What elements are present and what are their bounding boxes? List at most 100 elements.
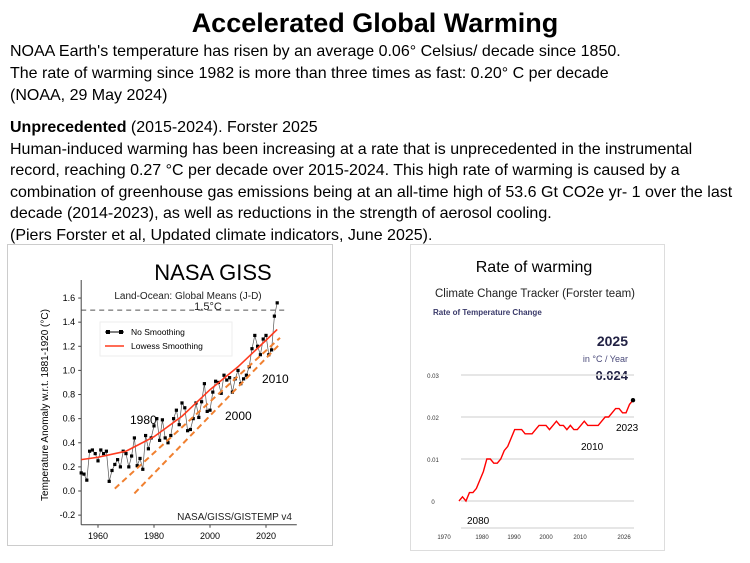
data-point (135, 464, 139, 468)
data-point (186, 429, 190, 433)
reference-label: 1.5°C (194, 301, 222, 313)
data-point (116, 458, 120, 462)
chart-title: NASA GISS (154, 260, 271, 285)
data-point (205, 409, 209, 414)
data-point (127, 465, 131, 469)
legend-marker (119, 330, 123, 334)
x-tick-label: 1960 (88, 531, 108, 541)
annotation-2080: 2080 (467, 516, 490, 527)
plot-area: 0 0.01 0.02 0.03 1970 1980 1990 2000 2010 2026 (427, 374, 636, 541)
data-point (261, 337, 265, 341)
y-tick-label: 0.2 (63, 462, 76, 472)
rate-of-warming-panel: Rate of warming Climate Change Tracker (… (410, 244, 665, 551)
data-point (130, 454, 134, 458)
data-point (107, 479, 111, 483)
annotation-2010: 2010 (262, 372, 289, 386)
data-point (169, 433, 173, 438)
data-point (138, 456, 142, 461)
legend-box (99, 321, 233, 357)
x-tick-label: 2026 (617, 535, 631, 541)
annotation-2010: 2010 (581, 442, 604, 453)
data-point (118, 465, 122, 469)
y-tick-label: 0.0 (63, 486, 76, 496)
y-tick-label: 0.8 (63, 390, 76, 400)
data-point (228, 376, 232, 380)
annotation-2023: 2023 (616, 423, 639, 434)
legend-marker (106, 330, 110, 334)
data-point (214, 379, 218, 383)
data-point (172, 417, 176, 421)
series-line-lowess (81, 328, 278, 461)
data-point (188, 427, 192, 432)
data-point (79, 471, 83, 475)
plot-area: -0.2 0.0 0.2 0.4 0.6 0.8 1.0 1.2 1.4 1.6 1960 1980 2… (60, 279, 297, 541)
data-point (144, 433, 148, 438)
data-point (124, 452, 128, 456)
y-tick-label: 1.0 (63, 365, 76, 375)
readout-unit: in °C / Year (583, 354, 628, 364)
data-point (158, 438, 162, 442)
forster-body: Human-induced warming has been increasin… (10, 140, 733, 223)
legend-label-no-smoothing: No Smoothing (131, 327, 185, 337)
y-tick-label: 0.02 (427, 416, 439, 422)
data-point (208, 408, 212, 412)
data-point (155, 417, 159, 421)
noaa-line-2: The rate of warming since 1982 is more t… (10, 65, 609, 82)
x-tick-label: 1970 (437, 535, 451, 541)
data-point (177, 423, 181, 427)
data-point (96, 459, 100, 463)
data-point (219, 391, 223, 395)
data-point (152, 424, 156, 428)
x-tick-label: 2010 (573, 535, 587, 541)
annotation-1980: 1980 (130, 413, 157, 427)
readout-year: 2025 (597, 333, 628, 349)
trend-line-1 (114, 337, 281, 490)
data-point (99, 448, 103, 452)
panel-subtitle: Climate Change Tracker (Forster team) (435, 288, 635, 300)
panel-title: Rate of warming (476, 259, 593, 276)
forster-paragraph: Unprecedented (2015-2024). Forster 2025 … (10, 117, 745, 247)
y-tick-label: 0.6 (63, 414, 76, 424)
y-tick-label: 0.03 (427, 374, 439, 380)
data-point (160, 418, 164, 422)
data-point (258, 353, 262, 357)
chart-subtitle: Land-Ocean: Global Means (J-D) (114, 291, 261, 302)
legend-label-lowess: Lowess Smoothing (131, 341, 203, 351)
y-axis-label: Temperature Anomaly w.r.t. 1881-1920 (°C… (40, 309, 51, 501)
data-point (250, 347, 254, 351)
forster-heading-bold: Unprecedented (10, 119, 127, 136)
chart-title: Rate of Temperature Change (433, 308, 542, 317)
data-point (275, 301, 279, 305)
data-point (236, 368, 240, 372)
data-point (146, 447, 150, 451)
data-point (191, 417, 195, 421)
data-point (222, 373, 226, 377)
data-point (132, 436, 136, 440)
y-tick-label: 0.4 (63, 438, 76, 448)
data-point (85, 478, 89, 482)
y-tick-label: 1.2 (63, 341, 76, 351)
nasa-giss-chart-panel: NASA GISS Land-Ocean: Global Means (J-D)… (7, 244, 333, 546)
noaa-paragraph: NOAA Earth's temperature has risen by an… (10, 41, 745, 107)
data-point (141, 467, 145, 471)
credit-label: NASA/GISS/GISTEMP v4 (177, 512, 292, 523)
y-tick-label: -0.2 (60, 510, 76, 520)
data-point (211, 390, 215, 394)
y-tick-label: 1.4 (63, 317, 76, 327)
data-point (104, 449, 108, 453)
data-point (264, 333, 268, 338)
data-point (166, 441, 170, 445)
y-tick-label: 0.01 (427, 458, 439, 464)
data-point (256, 344, 260, 348)
x-tick-label: 1980 (475, 535, 489, 541)
page-title: Accelerated Global Warming (191, 8, 559, 38)
x-tick-label: 2000 (539, 535, 553, 541)
data-point (110, 468, 114, 473)
noaa-citation: (NOAA, 29 May 2024) (10, 87, 168, 104)
data-point (272, 314, 276, 318)
data-point (183, 406, 187, 410)
data-point (225, 378, 229, 382)
data-point (93, 452, 97, 456)
y-tick-label: 1.6 (63, 293, 76, 303)
data-point (102, 452, 106, 456)
